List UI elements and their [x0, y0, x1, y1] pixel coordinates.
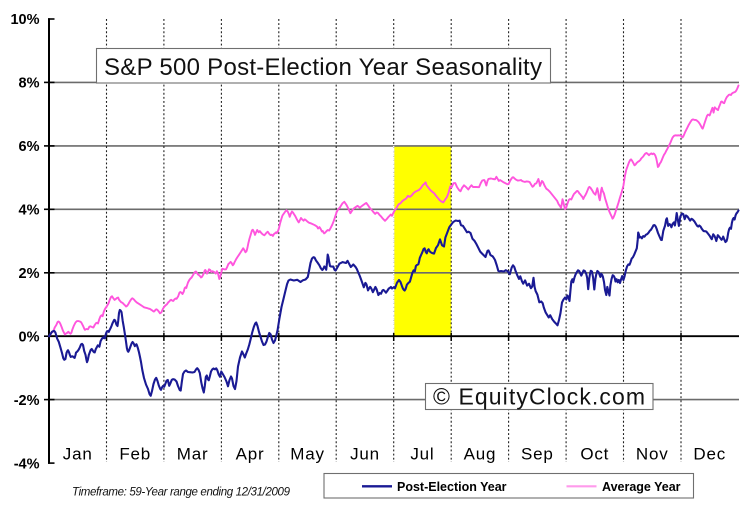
svg-text:Dec: Dec [693, 445, 726, 464]
svg-text:Aug: Aug [464, 445, 497, 464]
svg-text:S&P 500 Post-Election Year Sea: S&P 500 Post-Election Year Seasonality [104, 54, 542, 81]
svg-text:Sep: Sep [521, 445, 554, 464]
svg-text:Average Year: Average Year [602, 480, 681, 494]
svg-text:Mar: Mar [177, 445, 209, 464]
svg-text:10%: 10% [10, 12, 39, 28]
svg-text:-4%: -4% [14, 456, 40, 472]
svg-text:2%: 2% [19, 266, 40, 282]
svg-text:Post-Election Year: Post-Election Year [397, 480, 507, 494]
svg-text:Oct: Oct [580, 445, 609, 464]
svg-text:© EquityClock.com: © EquityClock.com [433, 384, 645, 410]
svg-text:Nov: Nov [636, 445, 669, 464]
svg-text:Jul: Jul [410, 445, 434, 464]
svg-text:8%: 8% [19, 76, 40, 92]
svg-text:0%: 0% [19, 329, 40, 345]
svg-text:Apr: Apr [236, 445, 265, 464]
svg-text:Jan: Jan [63, 445, 93, 464]
svg-text:4%: 4% [19, 203, 40, 219]
svg-text:Jun: Jun [350, 445, 380, 464]
svg-text:-2%: -2% [14, 393, 40, 409]
svg-text:6%: 6% [19, 139, 40, 155]
svg-text:Feb: Feb [119, 445, 151, 464]
svg-text:May: May [290, 445, 325, 464]
svg-text:Timeframe: 59-Year range endin: Timeframe: 59-Year range ending 12/31/20… [72, 487, 291, 499]
